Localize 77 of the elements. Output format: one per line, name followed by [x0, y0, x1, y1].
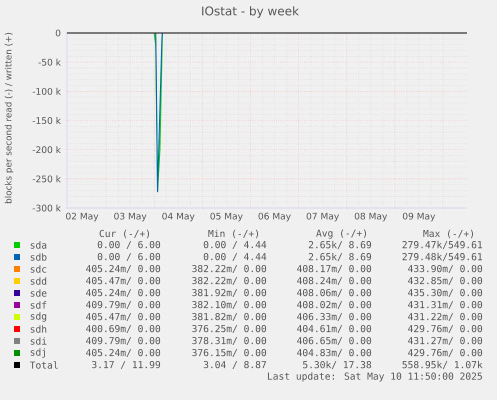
text: 5.30k/ 17.38 — [303, 360, 372, 370]
legend-label: sdf — [30, 301, 46, 309]
text: 382.10m/ 0.00 — [192, 300, 266, 310]
y-tick-label: -200 k — [32, 146, 61, 154]
text: 376.25m/ 0.00 — [192, 324, 266, 333]
text: 431.27m/ 0.00 — [408, 336, 482, 345]
text: 408.06m/ 0.00 — [297, 288, 372, 298]
text: 376.15m/ 0.00 — [192, 348, 266, 357]
legend-label: sdd — [30, 277, 46, 285]
x-tick-label: 06 May — [258, 212, 291, 222]
text: Last update: Sat May 10 11:50:00 2025 — [268, 372, 482, 382]
legend-label: sdh — [30, 325, 46, 333]
text: 381.92m/ 0.00 — [192, 288, 266, 298]
text: Avg (-/+) — [316, 229, 366, 239]
x-tick-label: 02 May — [66, 212, 98, 222]
text: 381.82m/ 0.00 — [192, 312, 266, 322]
x-tick-label: 09 May — [402, 212, 436, 222]
legend-label: Total — [30, 361, 58, 369]
text: 2.65k/ 8.69 — [308, 240, 372, 250]
text: 279.48k/549.61 — [402, 252, 482, 262]
text: 279.47k/549.61 — [402, 240, 482, 250]
text: 409.79m/ 0.00 — [86, 336, 160, 345]
text: 0.00 / 6.00 — [98, 240, 160, 250]
legend-label: sdb — [30, 253, 46, 261]
y-tick-label: -250 k — [32, 175, 61, 182]
legend-label: sde — [30, 289, 46, 297]
text: 408.17m/ 0.00 — [297, 264, 372, 274]
chart-title: IOstat - by week — [202, 6, 299, 18]
text: 405.24m/ 0.00 — [86, 264, 160, 274]
text: Max (-/+) — [423, 230, 474, 238]
text: 408.24m/ 0.00 — [297, 276, 372, 286]
x-tick-label: 07 May — [306, 212, 339, 222]
text: 429.76m/ 0.00 — [408, 324, 482, 333]
y-tick-label: -100 k — [32, 88, 61, 95]
legend-label: sdi — [30, 337, 46, 345]
text: 431.22m/ 0.00 — [408, 312, 482, 322]
text: 405.24m/ 0.00 — [86, 348, 160, 357]
y-tick-label: -50 k — [38, 58, 61, 66]
legend-label: sda — [30, 241, 46, 249]
text: 0.00 / 4.44 — [204, 240, 266, 250]
text: 405.24m/ 0.00 — [86, 288, 160, 298]
y-tick-label: 0 — [56, 30, 60, 36]
text: 382.22m/ 0.00 — [192, 264, 266, 274]
text: 408.02m/ 0.00 — [297, 300, 372, 310]
text: 409.79m/ 0.00 — [86, 300, 160, 310]
text: 435.30m/ 0.00 — [408, 288, 482, 298]
x-tick-label: 03 May — [114, 212, 146, 222]
text: 406.33m/ 0.00 — [297, 312, 372, 322]
legend-label: sdj — [30, 348, 45, 358]
text: 378.31m/ 0.00 — [192, 336, 266, 345]
text: 429.76m/ 0.00 — [408, 348, 482, 357]
text: Min (-/+) — [208, 230, 258, 238]
x-tick-label: 04 May — [162, 212, 195, 222]
text: 432.85m/ 0.00 — [408, 276, 482, 286]
y-axis-title: blocks per second read (-) / written (+) — [4, 32, 14, 204]
text: 0.00 / 4.44 — [204, 252, 266, 262]
text: 558.95k/ 1.07k — [402, 360, 483, 370]
text: 405.47m/ 0.00 — [86, 276, 160, 286]
legend-label: sdc — [30, 265, 46, 273]
text: 2.65k/ 8.69 — [308, 252, 372, 262]
text: 382.22m/ 0.00 — [192, 276, 266, 286]
text: 0.00 / 6.00 — [98, 252, 160, 262]
text: 3.17 / 11.99 — [92, 360, 160, 369]
legend-label: sdg — [30, 312, 46, 322]
text: 406.65m/ 0.00 — [297, 336, 372, 345]
x-tick-label: 08 May — [354, 212, 388, 222]
text: 405.47m/ 0.00 — [86, 312, 160, 322]
y-tick-label: -300 k — [32, 204, 61, 212]
text: 3.04 / 8.87 — [204, 360, 266, 369]
text: Cur (-/+) — [100, 230, 150, 238]
text: 400.69m/ 0.00 — [86, 324, 160, 333]
y-tick-label: -150 k — [32, 116, 61, 124]
text: 433.90m/ 0.00 — [408, 264, 482, 274]
text: 431.31m/ 0.00 — [408, 300, 482, 310]
text: 404.61m/ 0.00 — [297, 324, 372, 333]
x-tick-label: 05 May — [210, 212, 243, 222]
text: 404.83m/ 0.00 — [297, 348, 372, 357]
